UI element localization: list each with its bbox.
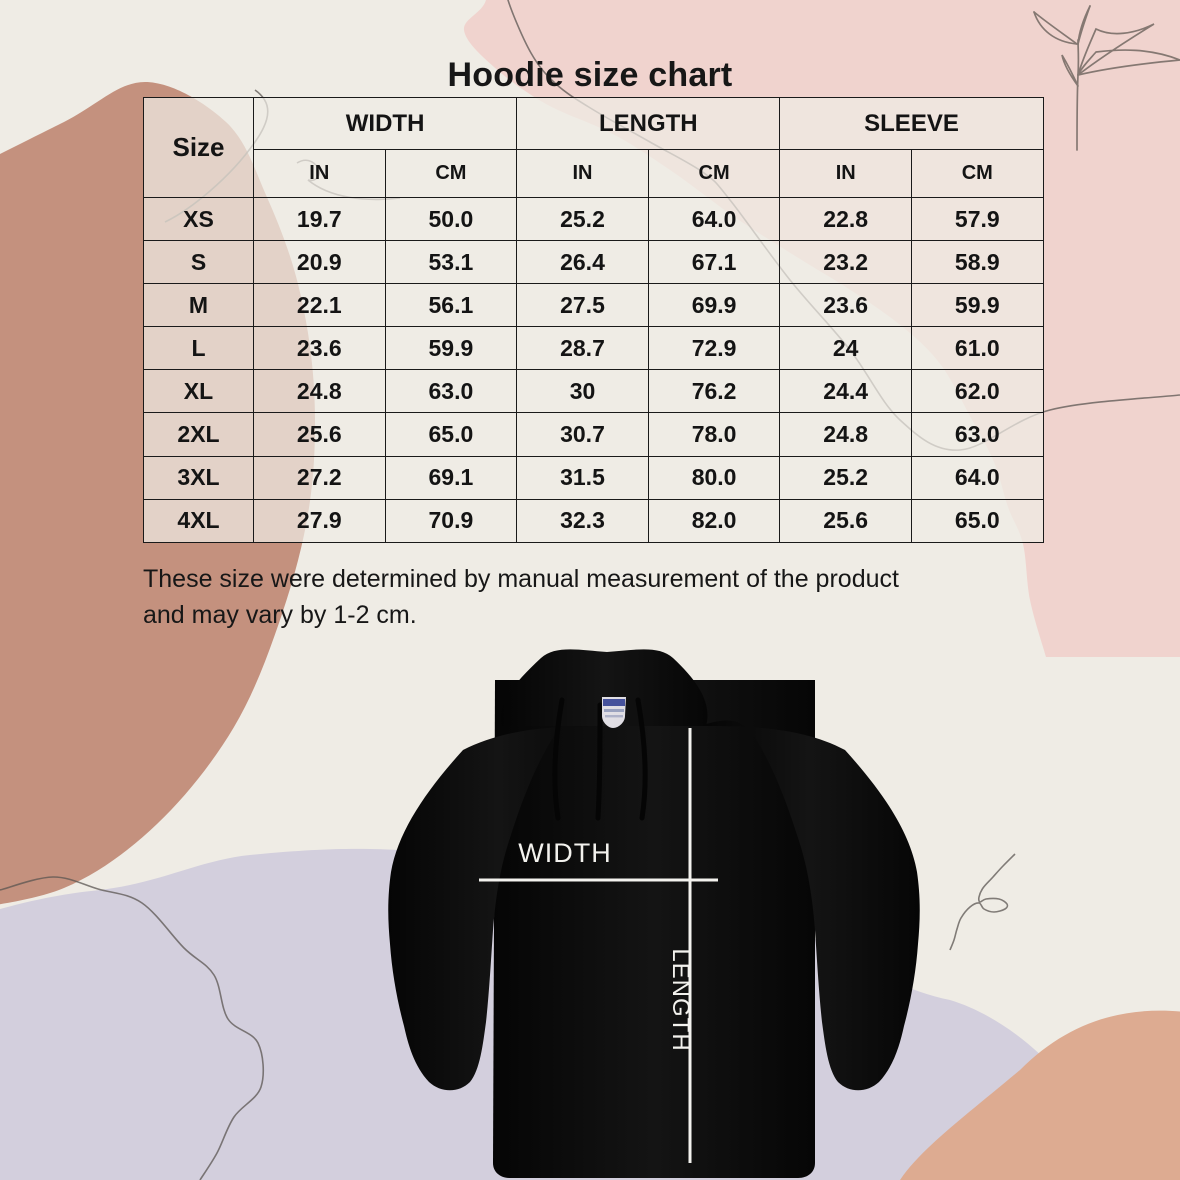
svg-text:LENGTH: LENGTH bbox=[667, 948, 694, 1051]
svg-text:WIDTH: WIDTH bbox=[518, 838, 611, 868]
